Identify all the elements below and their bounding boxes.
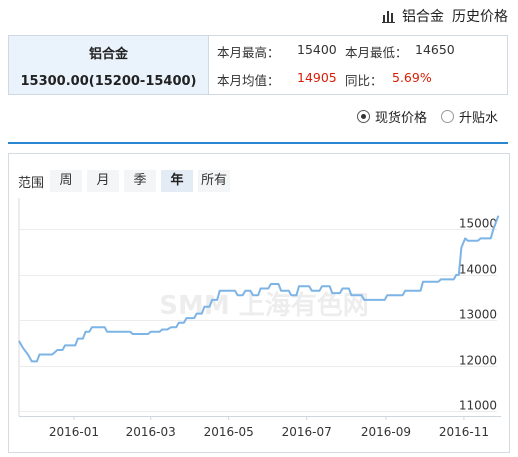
range-week-button[interactable]: 周 — [50, 170, 83, 192]
y-tick-label-11000: 11000 — [459, 399, 497, 413]
product-name: 铝合金 — [88, 47, 128, 62]
price-line-chart[interactable]: 11000 12000 13000 14000 15000 2016-01 2016-03 2… — [9, 154, 511, 454]
y-tick-label-14000: 14000 — [459, 263, 497, 277]
top-bar: 铝合金 历史价格 — [0, 0, 518, 32]
top-links: 铝合金 历史价格 — [382, 6, 508, 26]
radio-premium-label: 升贴水 — [458, 111, 498, 126]
range-label: 范围 — [18, 175, 45, 191]
yoy-value: 5.69% — [392, 70, 432, 85]
x-tick-label-2016-11: 2016-11 — [439, 425, 489, 439]
x-tick-label-2016-01: 2016-01 — [49, 425, 99, 439]
price-type-selector: 现货价格 升贴水 — [343, 107, 498, 126]
month-low-value: 14650 — [415, 42, 455, 57]
range-month-button[interactable]: 月 — [87, 170, 120, 192]
radio-checked-icon — [356, 110, 370, 123]
y-tick-label-15000: 15000 — [459, 217, 497, 231]
radio-spot-price[interactable]: 现货价格 — [356, 107, 427, 126]
product-link[interactable]: 铝合金 — [402, 9, 444, 25]
section-divider — [8, 142, 508, 144]
range-all-button[interactable]: 所有 — [198, 170, 231, 192]
range-selector: 范围 周 月 季 年 所有 — [18, 170, 235, 192]
range-quarter-button[interactable]: 季 — [124, 170, 157, 192]
radio-unchecked-icon — [440, 110, 454, 123]
chart-panel: 范围 周 月 季 年 所有 11000 12000 13000 14000 15000 2… — [8, 153, 510, 453]
y-tick-label-13000: 13000 — [459, 308, 497, 322]
x-tick-label-2016-03: 2016-03 — [126, 425, 176, 439]
range-year-button[interactable]: 年 — [161, 170, 194, 192]
x-tick-label-2016-09: 2016-09 — [361, 425, 411, 439]
current-price: 15300.00(15200-15400) — [20, 74, 197, 89]
x-tick-label-2016-05: 2016-05 — [204, 425, 254, 439]
product-price-box: 铝合金 15300.00(15200-15400) — [9, 36, 209, 94]
x-tick-label-2016-07: 2016-07 — [282, 425, 332, 439]
month-avg-value: 14905 — [297, 70, 337, 85]
month-high-label: 本月最高： — [217, 45, 280, 60]
y-tick-label-12000: 12000 — [459, 354, 497, 368]
yoy-label: 同比： — [345, 73, 383, 88]
series-line-0 — [18, 215, 500, 363]
history-price-link[interactable]: 历史价格 — [452, 9, 508, 25]
radio-premium[interactable]: 升贴水 — [440, 107, 498, 126]
month-low-label: 本月最低： — [345, 45, 408, 60]
bar-chart-icon — [382, 11, 395, 23]
monthly-stats: 本月最高： 15400 本月最低： 14650 本月均值： 14905 同比： … — [217, 36, 507, 94]
watermark: SMM 上海有色网 — [159, 290, 369, 321]
month-avg-label: 本月均值： — [217, 73, 280, 88]
price-summary: 铝合金 15300.00(15200-15400) 本月最高： 15400 本月… — [8, 35, 508, 95]
radio-spot-price-label: 现货价格 — [374, 111, 427, 126]
month-high-value: 15400 — [297, 42, 337, 57]
